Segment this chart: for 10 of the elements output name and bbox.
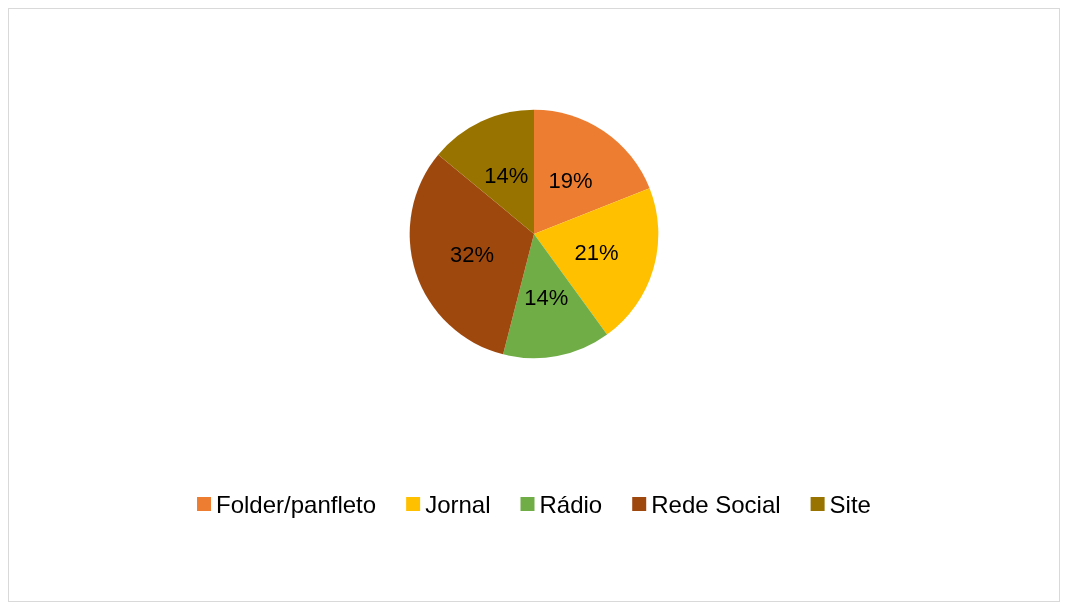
legend-label: Jornal	[425, 490, 491, 518]
data-label: 14%	[524, 285, 569, 311]
data-label: 14%	[484, 162, 529, 188]
data-label: 19%	[548, 167, 593, 193]
legend-label: Rede Social	[651, 490, 781, 518]
data-label: 21%	[574, 239, 619, 265]
legend-label: Folder/panfleto	[216, 490, 377, 518]
data-label: 32%	[450, 241, 495, 267]
legend-label: Rádio	[539, 490, 603, 518]
legend-label: Site	[829, 490, 871, 518]
